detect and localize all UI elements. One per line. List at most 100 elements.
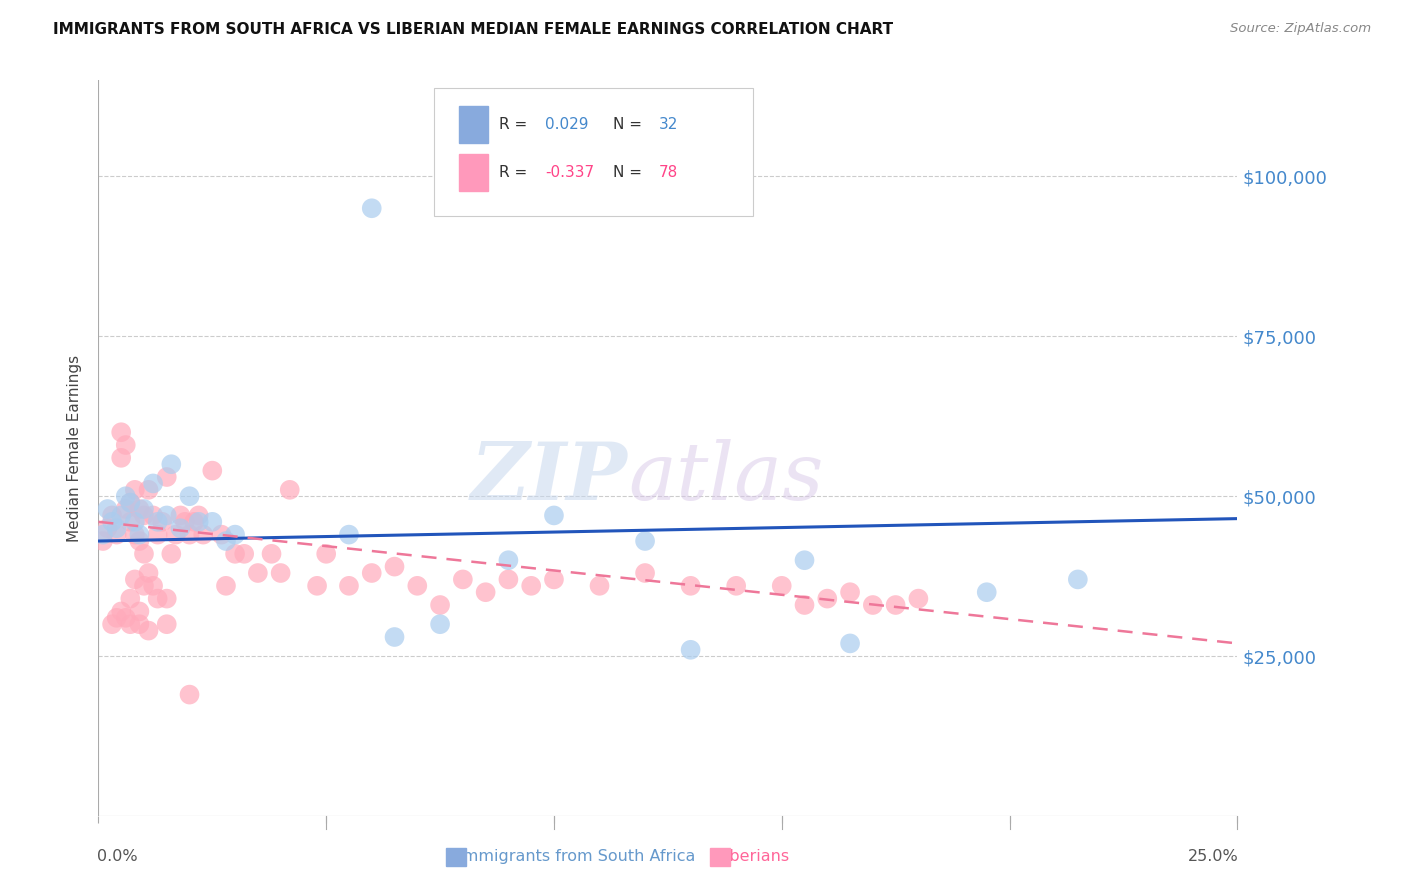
Point <box>179 688 201 702</box>
Point <box>91 534 114 549</box>
Point <box>260 547 283 561</box>
Point <box>174 515 197 529</box>
Text: IMMIGRANTS FROM SOUTH AFRICA VS LIBERIAN MEDIAN FEMALE EARNINGS CORRELATION CHAR: IMMIGRANTS FROM SOUTH AFRICA VS LIBERIAN… <box>53 22 894 37</box>
Bar <box>460 106 488 143</box>
Point <box>679 579 702 593</box>
Point <box>124 527 146 541</box>
Point <box>105 521 128 535</box>
Point <box>588 579 610 593</box>
Point <box>1067 573 1090 587</box>
Point <box>132 579 155 593</box>
Point <box>360 566 382 580</box>
Point <box>474 585 496 599</box>
Point <box>120 495 142 509</box>
Point <box>498 553 520 567</box>
Point <box>128 527 150 541</box>
Point <box>120 591 142 606</box>
Point <box>201 515 224 529</box>
Point <box>128 604 150 618</box>
Point <box>146 527 169 541</box>
Point <box>124 573 146 587</box>
Point <box>138 624 160 638</box>
Point <box>128 502 150 516</box>
Point <box>124 515 146 529</box>
Text: 78: 78 <box>659 165 678 180</box>
Point <box>815 591 838 606</box>
Text: N =: N = <box>613 165 647 180</box>
Point <box>128 534 150 549</box>
Point <box>146 515 169 529</box>
Point <box>215 579 238 593</box>
Point <box>101 515 124 529</box>
FancyBboxPatch shape <box>434 87 754 217</box>
Point <box>725 579 748 593</box>
Text: 32: 32 <box>659 117 678 132</box>
Point <box>179 489 201 503</box>
Point <box>146 591 169 606</box>
Point <box>634 566 657 580</box>
Text: R =: R = <box>499 117 533 132</box>
Point <box>110 450 132 465</box>
Text: 0.029: 0.029 <box>546 117 588 132</box>
Point <box>160 457 183 471</box>
Text: Immigrants from South Africa: Immigrants from South Africa <box>458 849 696 864</box>
Point <box>907 591 929 606</box>
Point <box>406 579 429 593</box>
Point <box>120 495 142 509</box>
Point <box>307 579 329 593</box>
Point <box>183 515 205 529</box>
Point <box>132 502 155 516</box>
Point <box>169 521 191 535</box>
Text: 25.0%: 25.0% <box>1188 849 1239 864</box>
Point <box>101 617 124 632</box>
Point <box>278 483 301 497</box>
Point <box>105 611 128 625</box>
Point <box>169 508 191 523</box>
Point <box>160 547 183 561</box>
Point <box>884 598 907 612</box>
Text: R =: R = <box>499 165 533 180</box>
Point <box>233 547 256 561</box>
Point <box>337 579 360 593</box>
Text: -0.337: -0.337 <box>546 165 593 180</box>
Point <box>114 489 136 503</box>
Point <box>360 201 382 215</box>
Point <box>156 508 179 523</box>
Point <box>187 508 209 523</box>
Point <box>543 508 565 523</box>
Point <box>124 483 146 497</box>
Point <box>142 508 165 523</box>
Point <box>209 527 232 541</box>
Point <box>96 521 118 535</box>
Point <box>224 547 246 561</box>
Point <box>224 527 246 541</box>
Point <box>862 598 884 612</box>
Point <box>114 502 136 516</box>
Text: 0.0%: 0.0% <box>97 849 138 864</box>
Point <box>138 566 160 580</box>
Point <box>91 527 114 541</box>
Point <box>128 617 150 632</box>
Point <box>132 547 155 561</box>
Text: N =: N = <box>613 117 647 132</box>
Point <box>138 483 160 497</box>
Point <box>246 566 269 580</box>
Point <box>114 438 136 452</box>
Point <box>976 585 998 599</box>
Point <box>142 579 165 593</box>
Text: Source: ZipAtlas.com: Source: ZipAtlas.com <box>1230 22 1371 36</box>
Point <box>429 617 451 632</box>
Point <box>315 547 337 561</box>
Bar <box>460 153 488 191</box>
Text: ZIP: ZIP <box>471 439 628 516</box>
Point <box>793 598 815 612</box>
Point <box>120 515 142 529</box>
Point <box>270 566 292 580</box>
Point <box>142 476 165 491</box>
Bar <box>710 847 731 866</box>
Point <box>384 630 406 644</box>
Point <box>132 508 155 523</box>
Point <box>165 527 187 541</box>
Point <box>793 553 815 567</box>
Point <box>770 579 793 593</box>
